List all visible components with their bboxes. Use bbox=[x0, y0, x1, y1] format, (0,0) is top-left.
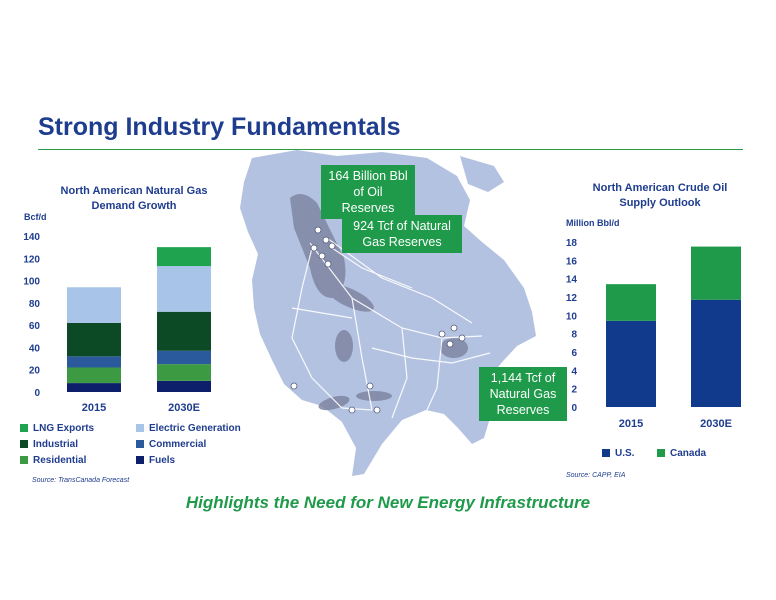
legend-label: Fuels bbox=[149, 455, 176, 466]
bar-segment-commercial-2015 bbox=[67, 356, 121, 368]
y-tick-label: 10 bbox=[566, 311, 578, 322]
oil-chart-y-label: Million Bbl/d bbox=[566, 218, 620, 228]
bar-segment-electric-generation-2030e bbox=[157, 266, 211, 312]
y-tick-label: 0 bbox=[571, 403, 577, 414]
bar-segment-industrial-2030e bbox=[157, 311, 211, 351]
legend-label: Residential bbox=[33, 455, 87, 466]
x-tick-label: 2030E bbox=[168, 402, 200, 414]
legend-item: Fuels bbox=[136, 455, 175, 466]
title-divider bbox=[38, 149, 743, 150]
facility-markers bbox=[290, 226, 466, 414]
legend-item: Industrial bbox=[20, 439, 78, 450]
y-tick-label: 100 bbox=[23, 277, 40, 288]
legend-item: U.S. bbox=[602, 448, 634, 459]
y-tick-label: 14 bbox=[566, 275, 578, 286]
gas-chart-legend: LNG Exports Electric Generation Industrial… bbox=[20, 423, 241, 473]
legend-swatch bbox=[136, 424, 144, 432]
legend-swatch bbox=[657, 449, 665, 457]
y-tick-label: 2 bbox=[571, 385, 577, 396]
bar-segment-u-s--2030e bbox=[691, 299, 741, 407]
legend-label: U.S. bbox=[615, 448, 635, 459]
y-tick-label: 80 bbox=[29, 299, 41, 310]
y-tick-label: 0 bbox=[34, 388, 40, 399]
oil-chart-source: Source: CAPP, EIA bbox=[566, 472, 626, 479]
legend-swatch bbox=[602, 449, 610, 457]
legend-item: Residential bbox=[20, 455, 86, 466]
bar-segment-industrial-2015 bbox=[67, 322, 121, 357]
y-tick-label: 16 bbox=[566, 256, 578, 267]
legend-item: Electric Generation bbox=[136, 423, 241, 434]
legend-swatch bbox=[20, 456, 28, 464]
legend-label: Electric Generation bbox=[149, 423, 241, 434]
legend-label: Commercial bbox=[149, 439, 207, 450]
y-tick-label: 8 bbox=[571, 330, 577, 341]
gas-chart-source: Source: TransCanada Forecast bbox=[32, 477, 130, 484]
x-tick-label: 2015 bbox=[619, 418, 643, 430]
y-tick-label: 18 bbox=[566, 238, 578, 249]
bar-segment-u-s--2015 bbox=[606, 320, 656, 407]
x-tick-label: 2015 bbox=[82, 402, 106, 414]
y-tick-label: 20 bbox=[29, 366, 41, 377]
y-tick-label: 12 bbox=[566, 293, 578, 304]
slide-title: Strong Industry Fundamentals bbox=[38, 113, 401, 141]
gas-chart-title: North American Natural Gas Demand Growth bbox=[60, 185, 208, 212]
y-tick-label: 4 bbox=[571, 366, 577, 377]
bar-segment-residential-2030e bbox=[157, 364, 211, 381]
bar-segment-canada-2030e bbox=[691, 246, 741, 300]
legend-label: Industrial bbox=[33, 439, 79, 450]
y-tick-label: 6 bbox=[571, 348, 577, 359]
y-tick-label: 120 bbox=[23, 254, 40, 265]
legend-item: Commercial bbox=[136, 439, 206, 450]
bar-segment-fuels-2015 bbox=[67, 383, 121, 392]
bar-segment-commercial-2030e bbox=[157, 350, 211, 365]
gas-chart-y-label: Bcf/d bbox=[24, 212, 47, 222]
y-tick-label: 40 bbox=[29, 343, 41, 354]
bar-segment-fuels-2030e bbox=[157, 380, 211, 392]
gas-demand-chart: 0 20 40 60 80 100 120 140 2015 2030E bbox=[23, 232, 211, 414]
oil-chart-legend: U.S. Canada bbox=[602, 448, 742, 462]
y-tick-label: 60 bbox=[29, 321, 41, 332]
east-gas-reserves-callout: 1,144 Tcf of Natural Gas Reserves bbox=[479, 367, 567, 421]
bar-segment-electric-generation-2015 bbox=[67, 287, 121, 323]
legend-swatch bbox=[20, 440, 28, 448]
bar-segment-residential-2015 bbox=[67, 367, 121, 384]
legend-item: Canada bbox=[657, 448, 706, 459]
west-gas-reserves-callout: 924 Tcf of Natural Gas Reserves bbox=[342, 215, 462, 253]
oil-supply-chart: 0 2 4 6 8 10 12 14 16 18 2015 2030E bbox=[566, 238, 741, 430]
bar-segment-canada-2015 bbox=[606, 284, 656, 321]
oil-reserves-callout: 164 Billion Bbl of Oil Reserves bbox=[321, 165, 415, 219]
pipeline-network bbox=[291, 237, 491, 419]
slide-tagline: Highlights the Need for New Energy Infra… bbox=[185, 493, 591, 512]
legend-item: LNG Exports bbox=[20, 423, 94, 434]
bar-segment-lng-exports-2030e bbox=[157, 247, 211, 267]
legend-swatch bbox=[136, 456, 144, 464]
x-tick-label: 2030E bbox=[700, 418, 732, 430]
y-tick-label: 140 bbox=[23, 232, 40, 243]
legend-label: Canada bbox=[670, 448, 707, 459]
north-america-pipeline-map bbox=[240, 150, 536, 476]
legend-swatch bbox=[20, 424, 28, 432]
legend-label: LNG Exports bbox=[33, 423, 95, 434]
oil-chart-title: North American Crude Oil Supply Outlook bbox=[592, 182, 728, 209]
legend-swatch bbox=[136, 440, 144, 448]
